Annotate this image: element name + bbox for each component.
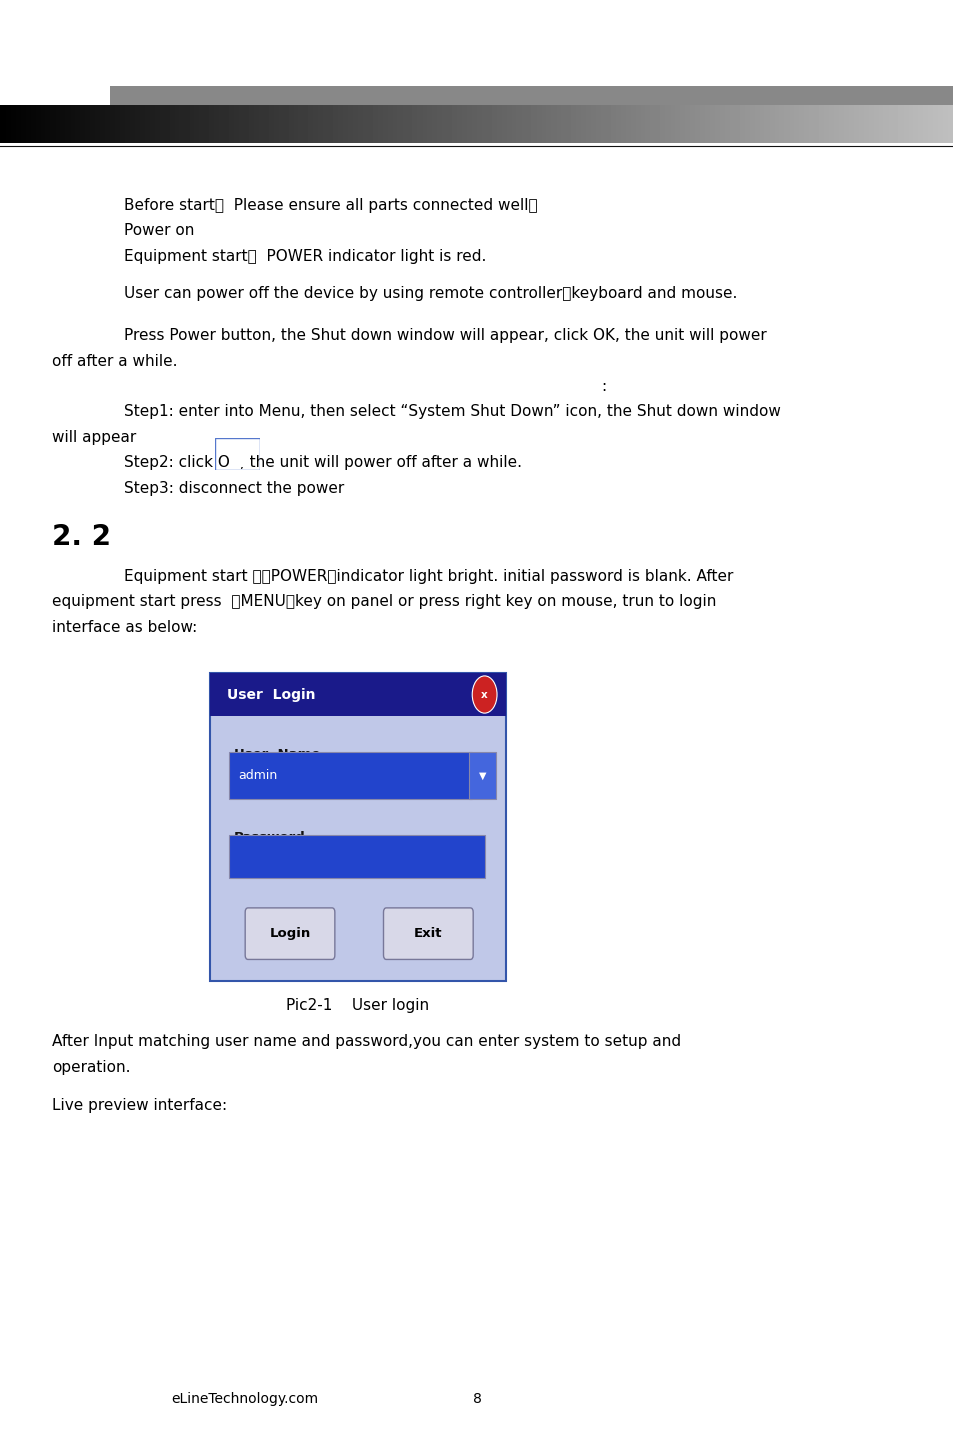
Text: Equipment start，  POWER indicator light is red.: Equipment start， POWER indicator light i…	[124, 249, 486, 263]
Text: Password: Password	[233, 831, 305, 843]
Bar	[210, 673, 505, 716]
Text: Pic2-1    User login: Pic2-1 User login	[286, 998, 429, 1012]
Text: Before start，  Please ensure all parts connected well！: Before start， Please ensure all parts co…	[124, 198, 537, 212]
Text: Login: Login	[269, 927, 311, 941]
Text: x: x	[480, 690, 488, 699]
Text: User  Login: User Login	[227, 687, 315, 702]
Text: Press Power button, the Shut down window will appear, click OK, the unit will po: Press Power button, the Shut down window…	[124, 328, 766, 342]
Bar	[469, 752, 496, 799]
Text: operation.: operation.	[52, 1060, 131, 1074]
FancyBboxPatch shape	[245, 908, 335, 959]
Text: :: :	[600, 379, 605, 394]
Bar	[110, 86, 953, 117]
Text: eLineTechnology.com: eLineTechnology.com	[172, 1392, 318, 1406]
Text: User can power off the device by using remote controller、keyboard and mouse.: User can power off the device by using r…	[124, 286, 737, 301]
Text: interface as below:: interface as below:	[52, 620, 197, 634]
Bar	[210, 673, 505, 981]
Text: Equipment start ，【POWER】indicator light bright. initial password is blank. After: Equipment start ，【POWER】indicator light …	[124, 569, 733, 583]
Text: equipment start press  【MENU】key on panel or press right key on mouse, trun to l: equipment start press 【MENU】key on panel…	[52, 594, 716, 609]
Text: ▼: ▼	[478, 770, 486, 780]
Text: off after a while.: off after a while.	[52, 354, 178, 368]
Text: After Input matching user name and password,you can enter system to setup and: After Input matching user name and passw…	[52, 1034, 680, 1048]
Text: Exit: Exit	[414, 927, 442, 941]
Text: will appear: will appear	[52, 430, 136, 444]
FancyBboxPatch shape	[383, 908, 473, 959]
Text: 2. 2: 2. 2	[52, 523, 112, 551]
Bar	[229, 752, 472, 799]
Text: Live preview interface:: Live preview interface:	[52, 1098, 228, 1113]
Text: Step1: enter into Menu, then select “System Shut Down” icon, the Shut down windo: Step1: enter into Menu, then select “Sys…	[124, 404, 781, 418]
Bar	[229, 835, 484, 878]
Text: Power on: Power on	[124, 223, 194, 238]
Text: admin: admin	[238, 769, 277, 782]
Text: 8: 8	[472, 1392, 481, 1406]
Text: Step3: disconnect the power: Step3: disconnect the power	[124, 481, 344, 495]
Text: Step2: click OK, the unit will power off after a while.: Step2: click OK, the unit will power off…	[124, 455, 521, 470]
Circle shape	[472, 676, 497, 713]
Text: User  Name: User Name	[233, 748, 320, 760]
